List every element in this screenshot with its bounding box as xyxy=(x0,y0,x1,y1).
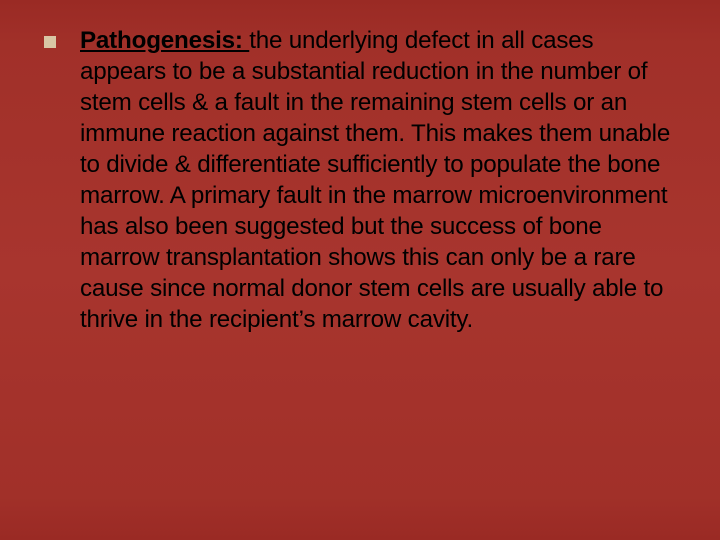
slide-container: Pathogenesis: the underlying defect in a… xyxy=(0,0,720,540)
body-text: Pathogenesis: the underlying defect in a… xyxy=(80,26,676,336)
heading-text: Pathogenesis: xyxy=(80,27,249,54)
content-row: Pathogenesis: the underlying defect in a… xyxy=(44,26,676,336)
square-bullet-icon xyxy=(44,36,56,48)
paragraph-text: the underlying defect in all cases appea… xyxy=(80,27,670,333)
